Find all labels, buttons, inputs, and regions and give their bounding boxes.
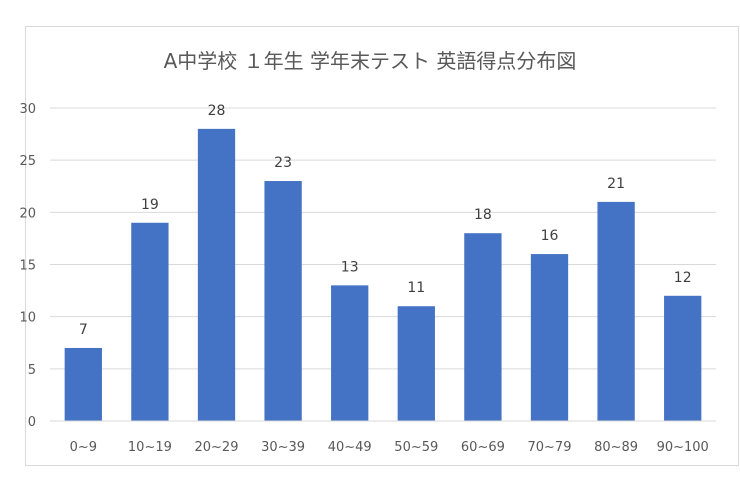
bar [597,201,635,421]
y-axis-ticks: 0 5 10 15 20 25 30 [19,102,36,430]
data-label: 19 [141,197,159,213]
bar [64,347,102,421]
bar [197,128,236,421]
data-label: 7 [79,322,88,338]
bar [664,295,702,421]
chart-title: A中学校 １年生 学年末テスト 英語得点分布図 [164,49,577,73]
bar [397,306,435,421]
y-tick-label: 5 [28,363,36,378]
bar [530,254,569,421]
data-labels: 7 19 28 23 13 11 18 16 21 12 [79,103,692,338]
x-axis-ticks: 0~9 10~19 20~29 30~39 40~49 50~59 60~69 70~79 80… [70,440,709,455]
x-tick-label: 20~29 [195,440,239,455]
data-label: 21 [607,176,625,192]
x-tick-label: 60~69 [461,440,505,455]
y-tick-label: 30 [19,102,36,117]
x-tick-label: 70~79 [528,440,572,455]
data-label: 23 [274,155,292,171]
x-tick-label: 50~59 [394,440,438,455]
x-tick-label: 90~100 [657,440,709,455]
x-tick-label: 40~49 [328,440,372,455]
bar [464,233,502,421]
y-tick-label: 20 [19,206,36,221]
data-label: 12 [674,270,692,286]
x-tick-label: 0~9 [70,440,97,455]
data-label: 18 [474,207,492,223]
bar [331,285,369,421]
bars [64,128,702,421]
data-label: 13 [341,259,359,275]
y-tick-label: 0 [28,415,36,430]
x-tick-label: 80~89 [594,440,638,455]
bar [264,181,302,421]
y-tick-label: 25 [19,154,36,169]
y-tick-label: 15 [19,259,36,274]
data-label: 28 [208,103,226,119]
x-tick-label: 30~39 [261,440,305,455]
x-tick-label: 10~19 [128,440,172,455]
data-label: 11 [407,280,425,296]
bar [131,222,169,421]
y-tick-label: 10 [19,311,36,326]
data-label: 16 [541,228,559,244]
